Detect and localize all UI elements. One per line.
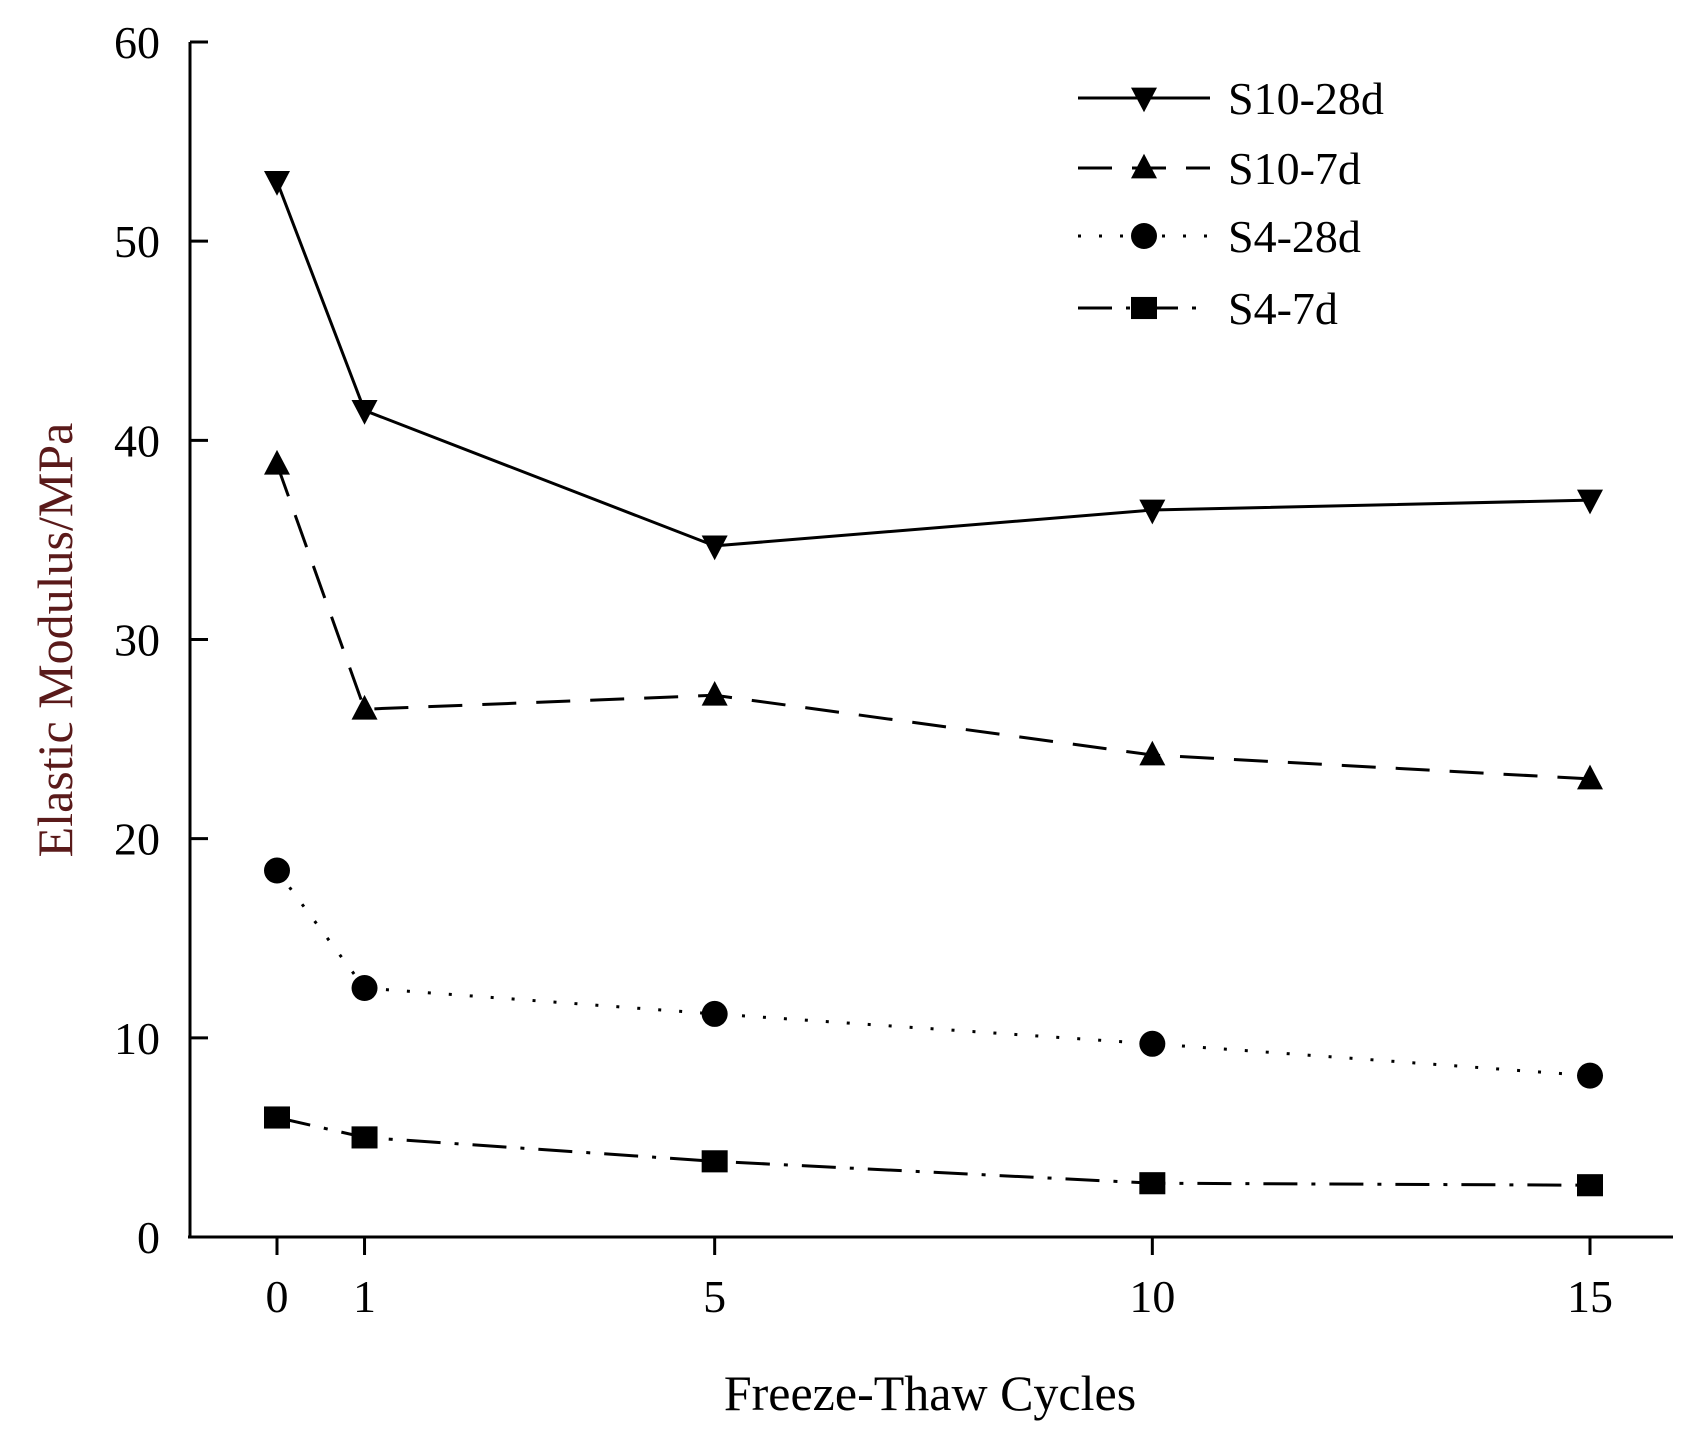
data-point-s10-28d: [701, 535, 728, 561]
data-point-s4-28d: [1577, 1062, 1603, 1089]
y-tick-label: 60: [114, 17, 160, 68]
data-point-s10-28d: [1139, 499, 1166, 525]
y-tick-label: 20: [114, 814, 160, 865]
data-point-s10-28d: [1577, 489, 1603, 515]
data-point-s10-28d: [264, 171, 290, 196]
data-point-s4-28d: [351, 975, 378, 1002]
legend-label: S4-7d: [1228, 283, 1338, 334]
series-line-s4-7d: [276, 1116, 1591, 1187]
x-tick-label: 5: [703, 1271, 726, 1322]
data-point-s4-28d: [701, 1000, 728, 1027]
x-ticks: 0 1 5 10 15: [266, 1237, 1613, 1322]
legend: S10-28d S10-7d S4-28d S4-7d: [1078, 73, 1384, 334]
series-line-s10-7d: [275, 463, 1591, 781]
legend-marker: [1131, 153, 1157, 179]
data-point-s10-7d: [1139, 740, 1166, 766]
x-tick-label: 10: [1129, 1271, 1175, 1322]
y-axis-title: Elastic Modulus/MPa: [27, 423, 83, 858]
y-tick-label: 50: [114, 216, 160, 267]
legend-marker: [1131, 87, 1157, 113]
data-point-s4-7d: [701, 1150, 728, 1173]
data-point-s10-7d: [1577, 764, 1603, 790]
y-tick-label: 30: [114, 615, 160, 666]
series-markers: [264, 171, 1603, 1197]
data-point-s10-7d: [351, 694, 378, 720]
axes: [188, 42, 1673, 1239]
series-lines: [275, 180, 1591, 1187]
y-tick-label: 0: [137, 1212, 160, 1263]
legend-marker: [1131, 296, 1157, 320]
legend-marker: [1131, 223, 1157, 249]
data-point-s10-28d: [351, 400, 378, 425]
x-tick-label: 0: [266, 1271, 289, 1322]
data-point-s4-28d: [264, 857, 290, 884]
y-tick-label: 10: [114, 1013, 160, 1064]
data-point-s10-7d: [701, 680, 728, 706]
data-point-s4-7d: [1577, 1174, 1603, 1197]
legend-label: S10-7d: [1228, 143, 1361, 194]
legend-label: S10-28d: [1228, 73, 1384, 124]
x-tick-label: 1: [353, 1271, 376, 1322]
data-point-s4-7d: [1139, 1172, 1166, 1195]
y-ticks: 0 10 20 30 40 50 60: [114, 17, 208, 1263]
data-point-s10-7d: [264, 449, 290, 475]
y-tick-label: 40: [114, 415, 160, 466]
x-axis-title: Freeze-Thaw Cycles: [724, 1365, 1136, 1421]
x-tick-label: 15: [1567, 1271, 1613, 1322]
series-line-s4-28d: [275, 869, 1591, 1078]
legend-label: S4-28d: [1228, 211, 1361, 262]
series-line-s10-28d: [275, 180, 1591, 548]
data-point-s4-7d: [264, 1106, 290, 1129]
data-point-s4-7d: [351, 1126, 378, 1149]
data-point-s4-28d: [1139, 1030, 1166, 1057]
